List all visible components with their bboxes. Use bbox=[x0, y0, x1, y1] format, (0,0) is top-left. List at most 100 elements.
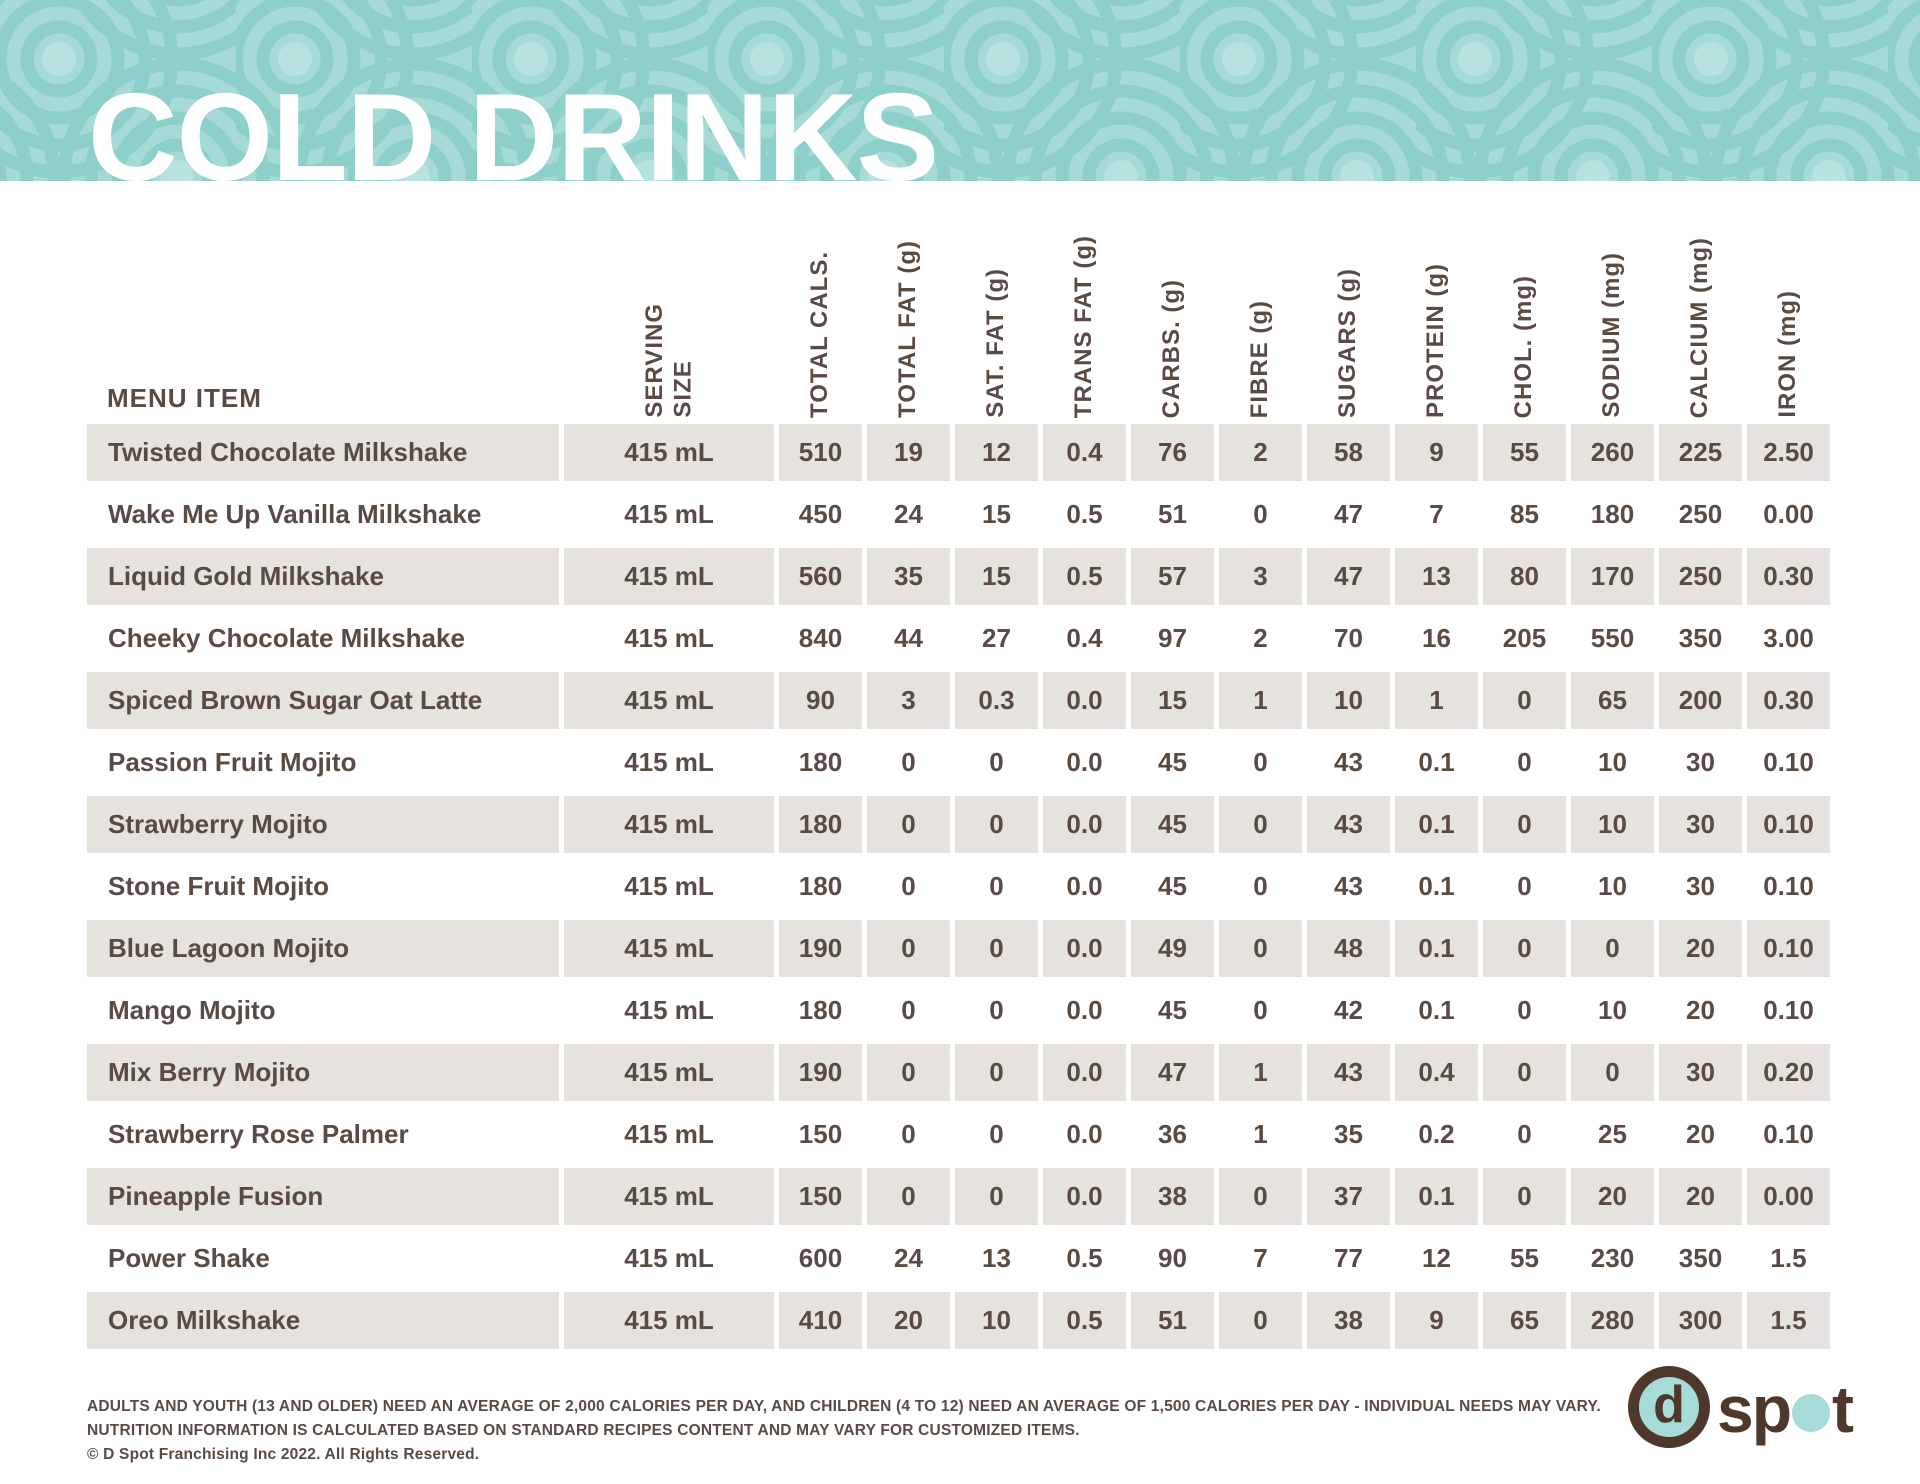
nutrition-value: 410 bbox=[798, 1305, 843, 1335]
nutrition-value: 0 bbox=[989, 995, 1004, 1025]
nutrition-value-cell: 20 bbox=[1659, 920, 1742, 977]
logo-wordmark: spot bbox=[1717, 1376, 1854, 1442]
table-row: Wake Me Up Vanilla Milkshake 415 mL 450 24 1… bbox=[87, 486, 1830, 543]
nutrition-value-cell: 43 bbox=[1307, 796, 1390, 853]
table-header-row: MENU ITEM SERVING SIZE TOTAL CALS. TOTAL F… bbox=[87, 181, 1830, 424]
nutrition-value: 0 bbox=[1517, 995, 1532, 1025]
nutrition-value-cell: 0.10 bbox=[1747, 858, 1830, 915]
nutrition-value: 0.0 bbox=[1066, 1181, 1103, 1211]
nutrition-value: 1 bbox=[1253, 1057, 1268, 1087]
nutrition-value: 1.5 bbox=[1770, 1243, 1807, 1273]
nutrition-value-cell: 190 bbox=[779, 920, 862, 977]
table-row: Oreo Milkshake 415 mL 410 20 10 0.5 51 0 38 9 65 28… bbox=[87, 1292, 1830, 1349]
nutrition-value: 190 bbox=[798, 1057, 843, 1087]
nutrition-value: 3 bbox=[901, 685, 916, 715]
nutrition-value: 0 bbox=[1605, 1057, 1620, 1087]
nutrition-table: MENU ITEM SERVING SIZE TOTAL CALS. TOTAL F… bbox=[87, 181, 1830, 1354]
nutrition-value: 90 bbox=[806, 685, 835, 715]
nutrition-value: 0.20 bbox=[1763, 1057, 1814, 1087]
nutrition-value-cell: 3 bbox=[867, 672, 950, 729]
menu-item-name: Strawberry Rose Palmer bbox=[108, 1119, 409, 1149]
nutrition-value-cell: 30 bbox=[1659, 858, 1742, 915]
nutrition-value: 250 bbox=[1678, 499, 1723, 529]
nutrition-value-cell: 0 bbox=[955, 858, 1038, 915]
column-header-label: TOTAL CALS. bbox=[806, 251, 834, 418]
nutrition-value: 0 bbox=[901, 933, 916, 963]
nutrition-value: 0 bbox=[1253, 933, 1268, 963]
nutrition-value: 77 bbox=[1334, 1243, 1363, 1273]
serving-size-cell: 415 mL bbox=[564, 982, 774, 1039]
nutrition-value-cell: 51 bbox=[1131, 1292, 1214, 1349]
nutrition-value-cell: 180 bbox=[1571, 486, 1654, 543]
nutrition-value: 0 bbox=[901, 995, 916, 1025]
nutrition-value: 55 bbox=[1510, 437, 1539, 467]
nutrition-value: 0 bbox=[989, 933, 1004, 963]
nutrition-value: 0.10 bbox=[1763, 747, 1814, 777]
nutrition-value-cell: 0.0 bbox=[1043, 672, 1126, 729]
serving-size-value: 415 mL bbox=[624, 747, 714, 777]
nutrition-value: 0 bbox=[901, 1057, 916, 1087]
nutrition-value: 80 bbox=[1510, 561, 1539, 591]
nutrition-value-cell: 76 bbox=[1131, 424, 1214, 481]
nutrition-value-cell: 0.1 bbox=[1395, 1168, 1478, 1225]
column-header: CALCIUM (mg) bbox=[1659, 181, 1742, 424]
nutrition-value: 57 bbox=[1158, 561, 1187, 591]
nutrition-value: 25 bbox=[1598, 1119, 1627, 1149]
nutrition-value: 0.10 bbox=[1763, 1119, 1814, 1149]
nutrition-value: 30 bbox=[1686, 809, 1715, 839]
nutrition-value-cell: 15 bbox=[955, 486, 1038, 543]
nutrition-value: 840 bbox=[798, 623, 843, 653]
nutrition-value-cell: 0 bbox=[1219, 920, 1302, 977]
nutrition-value-cell: 0.1 bbox=[1395, 982, 1478, 1039]
nutrition-value: 10 bbox=[1598, 995, 1627, 1025]
nutrition-value: 230 bbox=[1590, 1243, 1635, 1273]
nutrition-value-cell: 0.30 bbox=[1747, 548, 1830, 605]
nutrition-value: 13 bbox=[982, 1243, 1011, 1273]
nutrition-value: 16 bbox=[1422, 623, 1451, 653]
nutrition-value-cell: 12 bbox=[1395, 1230, 1478, 1287]
nutrition-value-cell: 13 bbox=[1395, 548, 1478, 605]
nutrition-value: 0 bbox=[989, 747, 1004, 777]
nutrition-value-cell: 180 bbox=[779, 858, 862, 915]
serving-size-cell: 415 mL bbox=[564, 424, 774, 481]
nutrition-value-cell: 1 bbox=[1219, 1044, 1302, 1101]
nutrition-value-cell: 43 bbox=[1307, 858, 1390, 915]
nutrition-value: 0 bbox=[1253, 747, 1268, 777]
nutrition-value: 0.00 bbox=[1763, 499, 1814, 529]
nutrition-value-cell: 260 bbox=[1571, 424, 1654, 481]
serving-size-value: 415 mL bbox=[624, 809, 714, 839]
nutrition-value-cell: 20 bbox=[1659, 1106, 1742, 1163]
nutrition-value-cell: 0.5 bbox=[1043, 486, 1126, 543]
nutrition-value: 44 bbox=[894, 623, 923, 653]
menu-item-cell: Mango Mojito bbox=[87, 982, 559, 1039]
nutrition-value: 10 bbox=[1598, 747, 1627, 777]
nutrition-value: 180 bbox=[798, 995, 843, 1025]
nutrition-value-cell: 57 bbox=[1131, 548, 1214, 605]
nutrition-value: 0.10 bbox=[1763, 809, 1814, 839]
nutrition-value: 45 bbox=[1158, 871, 1187, 901]
nutrition-value-cell: 0.3 bbox=[955, 672, 1038, 729]
column-header-label: TRANS FAT (g) bbox=[1070, 234, 1098, 418]
table-row: Twisted Chocolate Milkshake 415 mL 510 19 12… bbox=[87, 424, 1830, 481]
nutrition-value-cell: 45 bbox=[1131, 734, 1214, 791]
nutrition-value: 0.0 bbox=[1066, 809, 1103, 839]
nutrition-value-cell: 0 bbox=[867, 858, 950, 915]
nutrition-value: 0.30 bbox=[1763, 561, 1814, 591]
nutrition-value: 47 bbox=[1334, 499, 1363, 529]
nutrition-value-cell: 0 bbox=[1483, 982, 1566, 1039]
nutrition-value-cell: 0.4 bbox=[1043, 424, 1126, 481]
nutrition-value-cell: 560 bbox=[779, 548, 862, 605]
nutrition-value: 35 bbox=[894, 561, 923, 591]
nutrition-value-cell: 48 bbox=[1307, 920, 1390, 977]
nutrition-value: 0.10 bbox=[1763, 871, 1814, 901]
nutrition-value: 37 bbox=[1334, 1181, 1363, 1211]
nutrition-value: 24 bbox=[894, 499, 923, 529]
menu-item-name: Cheeky Chocolate Milkshake bbox=[108, 623, 465, 653]
menu-item-cell: Stone Fruit Mojito bbox=[87, 858, 559, 915]
table-row: Liquid Gold Milkshake 415 mL 560 35 15 0.5 57 3… bbox=[87, 548, 1830, 605]
column-header-label: SAT. FAT (g) bbox=[982, 268, 1010, 418]
nutrition-value: 35 bbox=[1334, 1119, 1363, 1149]
table-row: Pineapple Fusion 415 mL 150 0 0 0.0 38 0 37 0.1 0 2… bbox=[87, 1168, 1830, 1225]
menu-item-cell: Strawberry Rose Palmer bbox=[87, 1106, 559, 1163]
nutrition-value-cell: 0 bbox=[1219, 858, 1302, 915]
